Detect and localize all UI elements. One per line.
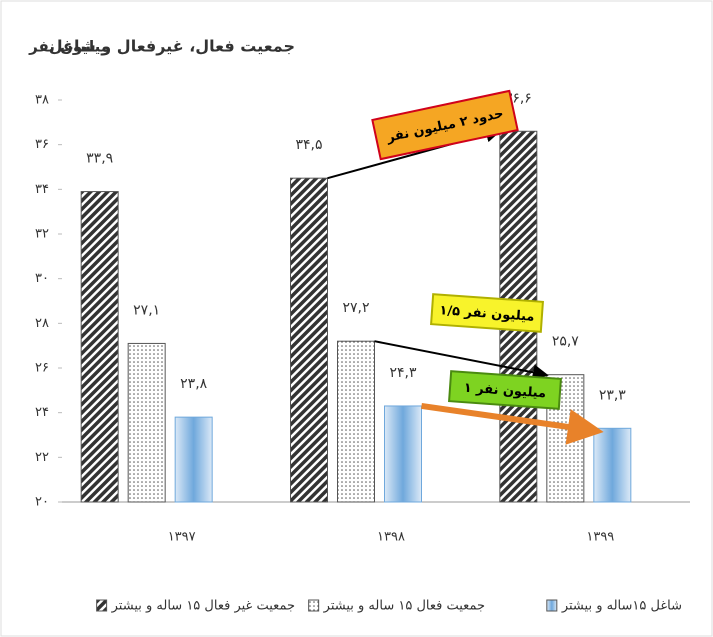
y-axis-label: میلیون نفر: [28, 38, 110, 56]
y-tick-label: ۲۲: [35, 450, 49, 465]
annotation-text: ۱/۵ میلیون نفر: [439, 303, 535, 325]
bar: [290, 177, 328, 503]
data-label: ۲۳,۳: [599, 387, 626, 403]
y-tick-label: ۲۰: [35, 495, 49, 510]
annotation-box: [371, 89, 519, 161]
x-tick-label: ۱۳۹۸: [377, 530, 405, 545]
y-tick-label: ۲۸: [35, 316, 49, 331]
annotation-box: [448, 370, 562, 410]
legend-label: جمعیت فعال ۱۵ ساله و بیشتر: [323, 599, 485, 614]
bar: [384, 405, 422, 503]
y-tick-label: ۲۶: [35, 361, 49, 376]
y-tick-label: ۳۴: [35, 182, 49, 197]
legend-swatch: [96, 599, 108, 612]
annotation: ۱ میلیون نفر: [448, 370, 562, 410]
data-label: ۳۳,۹: [86, 151, 113, 167]
bar: [337, 340, 375, 503]
bar: [174, 416, 213, 503]
y-tick-label: ۳۸: [35, 93, 49, 108]
arrow: [374, 340, 549, 381]
y-tick-label: ۳۰: [35, 271, 49, 286]
bar: [80, 191, 119, 503]
annotation-text: ۱ میلیون نفر: [463, 381, 546, 402]
bar: [593, 427, 632, 503]
x-tick-label: ۱۳۹۷: [168, 530, 196, 545]
annotation-box: [430, 293, 544, 333]
x-tick-label: ۱۳۹۹: [586, 530, 614, 545]
legend-label: شاغل ۱۵ساله و بیشتر: [561, 599, 682, 614]
data-label: ۲۳,۸: [180, 376, 207, 392]
y-tick-label: ۲۴: [35, 405, 49, 420]
data-label: ۲۷,۲: [342, 300, 369, 316]
data-label: ۲۷,۱: [133, 302, 160, 318]
legend-swatch: [308, 599, 320, 612]
annotation: ۱/۵ میلیون نفر: [430, 293, 544, 333]
chart-title: جمعیت فعال، غیرفعال و شاغل: [49, 37, 295, 56]
arrow: [421, 402, 604, 445]
data-label: ۳۴,۵: [295, 137, 322, 153]
data-label: ۲۴,۳: [389, 365, 416, 381]
y-tick-label: ۳۶: [35, 137, 49, 152]
y-tick-label: ۳۲: [35, 227, 49, 242]
data-label: ۲۵,۷: [552, 334, 579, 350]
bar: [127, 342, 166, 503]
annotation: حدود ۲ میلیون نفر: [371, 89, 519, 161]
legend-swatch: [546, 599, 558, 612]
legend-label: جمعیت غیر فعال ۱۵ ساله و بیشتر: [111, 599, 295, 614]
